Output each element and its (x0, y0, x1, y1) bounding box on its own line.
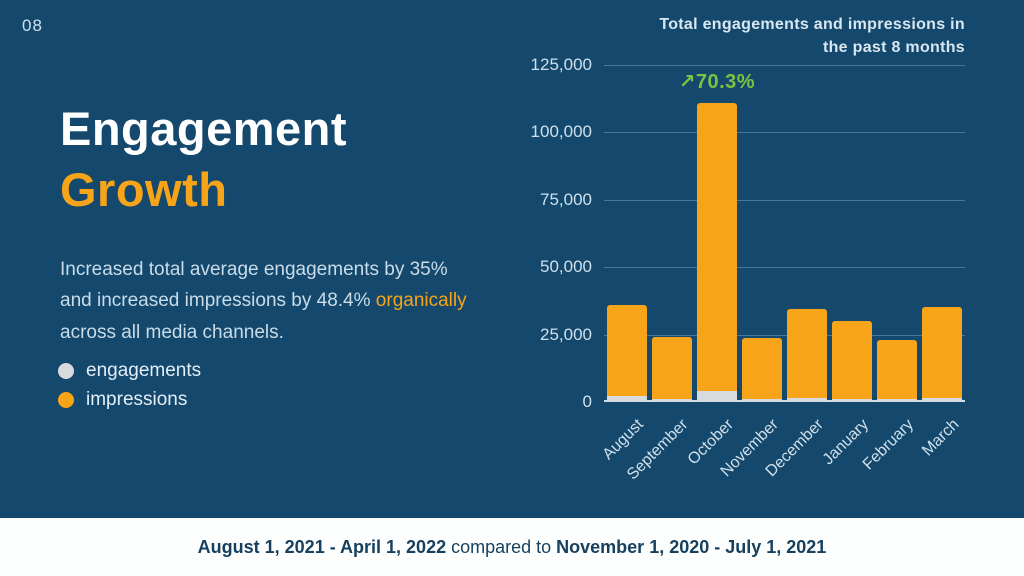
gridline (604, 65, 965, 66)
y-tick-label: 0 (582, 392, 592, 411)
y-tick-label: 50,000 (540, 257, 592, 277)
engagements-label: engagements (86, 360, 202, 381)
x-tick-label: March (919, 416, 963, 460)
slide-title-line2: Growth (60, 163, 228, 217)
impressions-segment (696, 103, 737, 391)
engagements-dot-icon (58, 363, 74, 379)
chart-title-line2: the past 8 months (822, 39, 965, 57)
description-part1: Increased total average engagements by 3… (60, 259, 448, 312)
y-tick-label: 100,000 (530, 122, 592, 142)
gridline (604, 132, 965, 134)
engagements-segment (922, 398, 963, 402)
impressions-segment (877, 340, 918, 399)
slide-title: Engagement Growth (60, 98, 347, 220)
impressions-dot-icon (58, 392, 74, 408)
bar-september (651, 337, 692, 402)
impressions-segment (832, 321, 873, 399)
impressions-segment (651, 337, 692, 399)
bar-march (922, 307, 963, 402)
gridline (604, 334, 965, 336)
chart-title-line1: Total engagements and impressions in (659, 16, 965, 33)
gridline (604, 199, 965, 201)
bar-november (741, 338, 782, 402)
bar-december (787, 309, 828, 402)
impressions-segment (787, 309, 828, 398)
chart-legend: engagements impressions (58, 360, 201, 411)
slide-title-line1: Engagement (60, 102, 348, 155)
bar-october (696, 103, 737, 402)
description-highlight: organically (375, 290, 467, 312)
y-tick-label: 75,000 (540, 189, 592, 209)
chart-title: Total engagements and impressions in the… (625, 13, 965, 59)
bar-august (606, 305, 647, 402)
bar-chart-plot-area: 0 25,000 50,000 75,000 100,000 125,000 August S… (531, 55, 965, 483)
bar-january (832, 321, 873, 402)
description-part2: across all media channels. (60, 321, 284, 343)
engagements-segment (787, 398, 828, 402)
engagements-segment (877, 399, 918, 402)
gridline (604, 267, 965, 269)
description-text: Increased total average engagements by 3… (60, 254, 472, 348)
impressions-label: impressions (86, 389, 188, 410)
legend-row-impressions: impressions (58, 389, 201, 411)
x-axis-line (604, 400, 965, 402)
page-number: 08 (22, 16, 43, 35)
bar-february (877, 340, 918, 402)
impressions-segment (922, 307, 963, 398)
growth-annotation: ↗70.3% (678, 71, 756, 93)
footer-range-current: August 1, 2021 - April 1, 2022 (197, 536, 447, 557)
engagements-segment (832, 399, 873, 402)
impressions-segment (606, 305, 647, 396)
legend-row-engagements: engagements (58, 360, 201, 382)
footer-range-previous: November 1, 2020 - July 1, 2021 (556, 536, 827, 557)
engagements-segment (606, 396, 647, 402)
engagements-segment (741, 399, 782, 402)
footer-date-range: August 1, 2021 - April 1, 2022 compared … (198, 537, 827, 558)
footer-connector: compared to (446, 536, 557, 557)
y-tick-label: 125,000 (530, 55, 592, 74)
impressions-segment (741, 338, 782, 399)
y-tick-label: 25,000 (540, 324, 592, 344)
engagements-segment (651, 399, 692, 402)
footer-bar: August 1, 2021 - April 1, 2022 compared … (0, 518, 1024, 576)
engagements-segment (696, 391, 737, 402)
